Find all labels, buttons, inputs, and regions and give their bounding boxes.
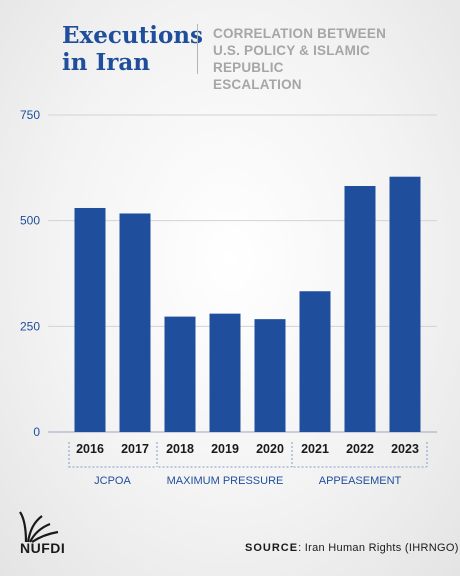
y-tick-label: 500	[20, 214, 40, 228]
group-label: APPEASEMENT	[319, 475, 402, 487]
y-tick-label: 0	[33, 425, 40, 439]
logo-text: NUFDI	[20, 540, 66, 556]
bar	[119, 213, 151, 432]
bar	[254, 319, 286, 432]
subtitle-line-3: ESCALATION	[213, 77, 302, 92]
x-tick-label: 2018	[166, 442, 194, 456]
bar	[299, 291, 331, 432]
nufdi-logo-icon	[19, 511, 59, 543]
bar	[164, 316, 196, 432]
x-tick-label: 2016	[76, 442, 104, 456]
y-tick-label: 750	[20, 108, 40, 122]
x-tick-label: 2017	[121, 442, 149, 456]
x-tick-label: 2023	[391, 442, 419, 456]
header-divider	[197, 24, 198, 74]
source-label: SOURCE	[245, 542, 299, 554]
subtitle-line-2: U.S. POLICY & ISLAMIC REPUBLIC	[213, 43, 370, 75]
source-note: SOURCE: Iran Human Rights (IHRNGO)	[245, 542, 459, 554]
y-tick-label: 250	[20, 319, 40, 333]
x-tick-label: 2020	[256, 442, 284, 456]
bar	[209, 313, 241, 432]
source-text: : Iran Human Rights (IHRNGO)	[298, 542, 459, 554]
x-tick-label: 2022	[346, 442, 374, 456]
title-line-2: in Iran	[62, 49, 150, 76]
bar	[344, 186, 376, 432]
bar	[389, 176, 421, 432]
group-label: MAXIMUM PRESSURE	[167, 475, 284, 487]
bar	[74, 207, 106, 432]
group-label: JCPOA	[94, 475, 131, 487]
x-tick-label: 2021	[301, 442, 329, 456]
x-tick-label: 2019	[211, 442, 239, 456]
subtitle-line-1: CORRELATION BETWEEN	[213, 26, 387, 41]
chart-title: Executions in Iran	[62, 22, 203, 76]
title-line-1: Executions	[62, 22, 203, 49]
chart-subtitle: CORRELATION BETWEEN U.S. POLICY & ISLAMI…	[213, 25, 443, 93]
